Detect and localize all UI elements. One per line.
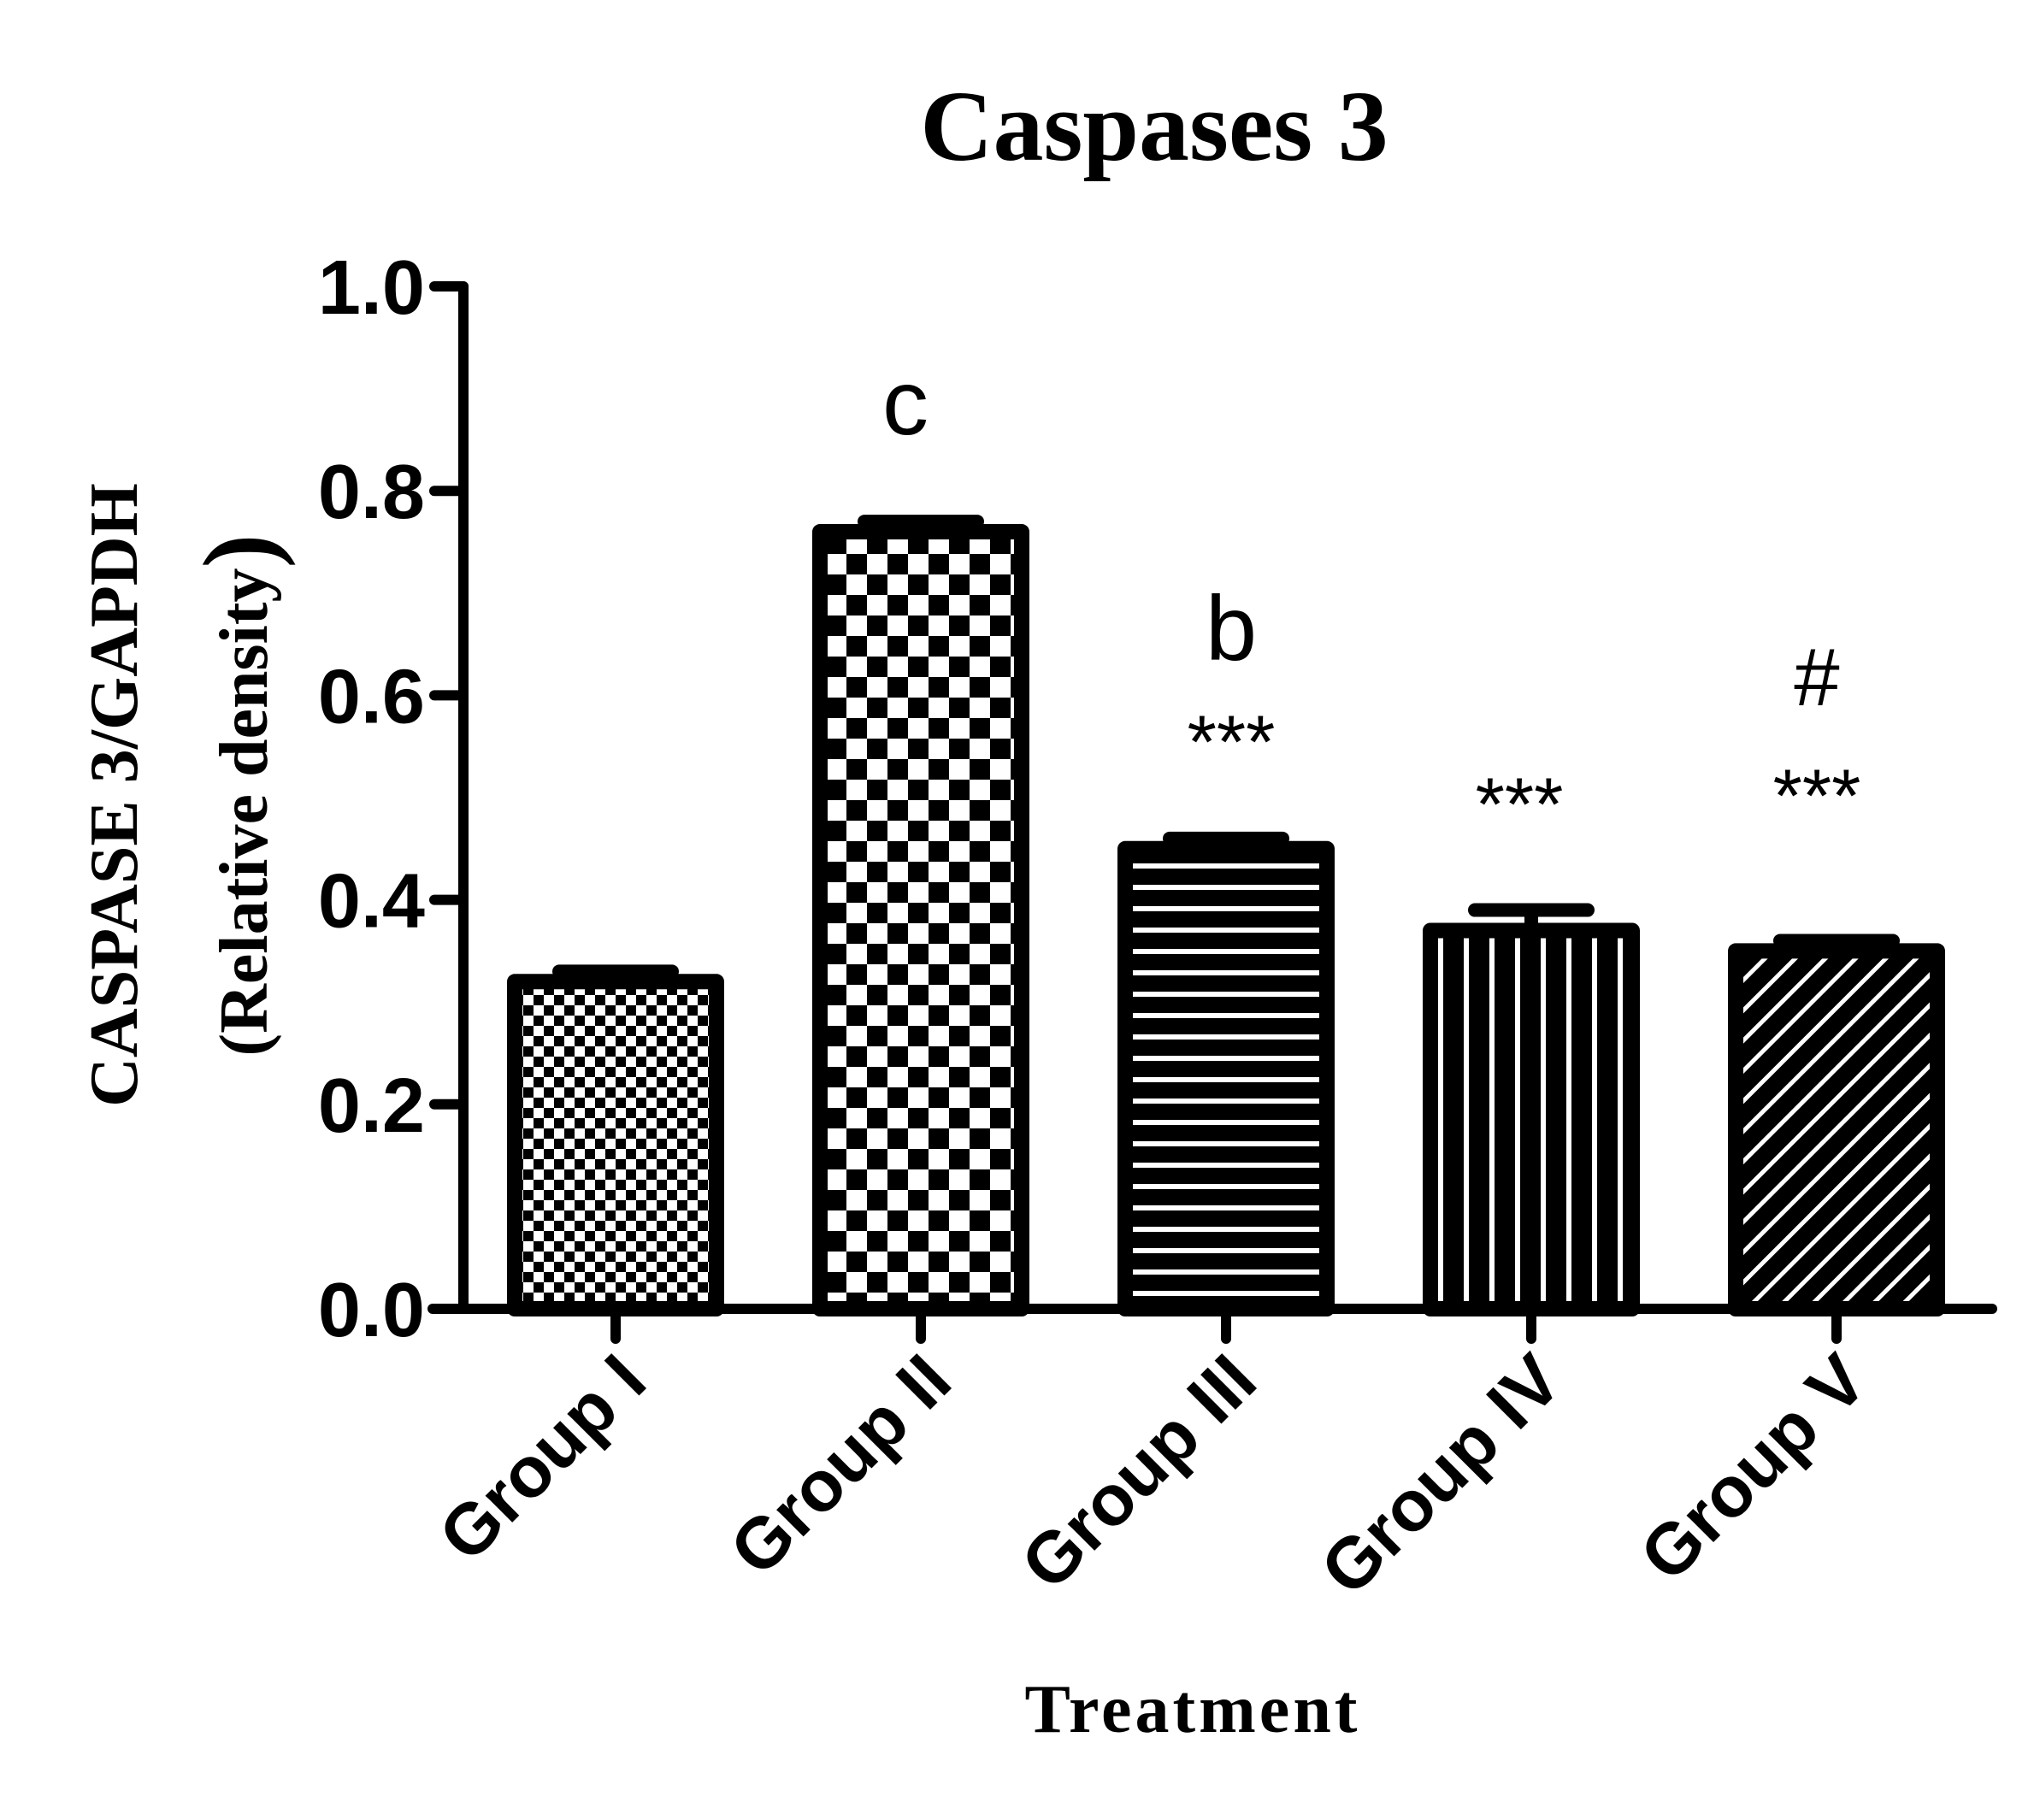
- y-axis-title: CASPASE 3/GAPDH (Relative density): [77, 483, 296, 1107]
- axes: [427, 281, 1997, 1314]
- y-tick-label: 0.6: [318, 654, 425, 739]
- chart-title: Caspases 3: [920, 70, 1388, 182]
- x-tick-label: Group II: [715, 1339, 966, 1590]
- y-tick-label: 0.2: [318, 1063, 425, 1149]
- significance-marker: ***: [1773, 753, 1861, 838]
- x-axis-title: Treatment: [1025, 1672, 1361, 1747]
- y-axis-title-line2-text: (Relative density: [207, 568, 282, 1056]
- y-axis-ticks: 0.0 0.2 0.4 0.6 0.8 1.0: [318, 245, 469, 1353]
- y-tick-label: 0.4: [318, 859, 425, 945]
- bar-group-ii: [812, 524, 1029, 1316]
- y-tick-label: 0.8: [318, 450, 425, 535]
- y-axis-title-line2: (Relative density): [182, 534, 296, 1057]
- bar-group-v: [1728, 943, 1945, 1317]
- y-tick-label: 0.0: [318, 1268, 425, 1353]
- significance-marker: ***: [1188, 699, 1276, 784]
- bar-group-iii: [1117, 840, 1335, 1316]
- x-axis-ticks: Group I Group II Group III Group IV Group V: [423, 1304, 1882, 1611]
- significance-marker: b: [1206, 576, 1257, 680]
- y-axis-title-line2-close-paren: ): [182, 534, 296, 568]
- x-tick-label: Group IV: [1305, 1339, 1576, 1610]
- x-tick-label: Group V: [1624, 1339, 1882, 1596]
- significance-marker: ***: [1476, 762, 1564, 846]
- y-axis-title-line1: CASPASE 3/GAPDH: [77, 483, 152, 1107]
- bar-group-i: [507, 974, 724, 1317]
- x-tick-label: Group I: [423, 1339, 661, 1576]
- y-tick-label: 1.0: [318, 245, 425, 331]
- x-tick-label: Group III: [1005, 1339, 1271, 1605]
- bar-group-iv: [1423, 922, 1640, 1316]
- significance-annotations: c b *** *** # ***: [882, 350, 1860, 846]
- significance-marker: #: [1794, 632, 1839, 723]
- significance-marker: c: [882, 350, 929, 454]
